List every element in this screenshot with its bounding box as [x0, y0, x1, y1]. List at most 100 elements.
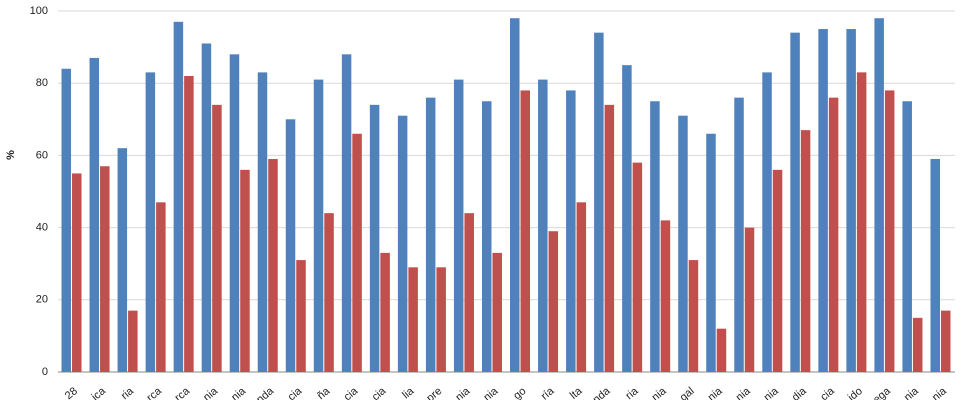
y-tick-label: 80	[36, 77, 48, 89]
x-tick-label: ña	[315, 385, 333, 400]
bar	[61, 68, 72, 372]
x-tick-label: ega	[871, 385, 893, 400]
bar	[481, 101, 492, 372]
y-tick-label: 20	[36, 294, 48, 306]
bar	[800, 130, 811, 372]
x-tick-label: gal	[678, 385, 697, 400]
x-tick-label: nia	[902, 385, 922, 400]
bar	[145, 72, 156, 373]
x-tick-label: lia	[400, 385, 417, 400]
bar	[173, 21, 184, 373]
bar	[594, 32, 604, 372]
bar	[874, 18, 884, 372]
bar	[425, 97, 436, 372]
bar	[548, 231, 559, 372]
bar	[229, 54, 240, 372]
y-tick-label: 100	[30, 5, 48, 17]
bar	[436, 267, 446, 372]
x-tick-label: cia	[286, 385, 305, 400]
y-axis-label: %	[5, 150, 17, 160]
bar	[117, 148, 128, 372]
bar	[734, 97, 744, 372]
bar	[884, 90, 895, 373]
bar	[688, 260, 699, 372]
bar	[930, 159, 940, 372]
bar	[201, 43, 212, 373]
bar	[510, 18, 520, 372]
x-tick-label: nia	[453, 385, 473, 400]
bar	[257, 72, 268, 373]
bar	[268, 159, 278, 372]
bar	[856, 72, 867, 373]
bar	[772, 169, 783, 372]
x-tick-label: nia	[650, 385, 670, 400]
x-tick-label: nia	[762, 385, 782, 400]
bar	[902, 101, 912, 372]
bar	[744, 227, 755, 372]
bar	[212, 104, 222, 373]
x-tick-label: cia	[342, 385, 361, 400]
x-tick-label: nia	[930, 385, 950, 400]
bar	[790, 32, 800, 372]
x-tick-label: cia	[818, 385, 837, 400]
bar	[762, 72, 772, 373]
bar	[128, 310, 138, 372]
bar	[520, 90, 531, 373]
bar	[940, 310, 951, 372]
x-tick-label: rca	[145, 385, 165, 400]
bar	[716, 328, 727, 372]
bar	[100, 166, 110, 372]
bar	[538, 79, 548, 372]
bar	[566, 90, 576, 373]
bar	[72, 173, 82, 372]
x-tick-label: ria	[119, 385, 137, 400]
x-tick-label: nia	[481, 385, 501, 400]
bar	[846, 29, 856, 373]
bar	[240, 169, 250, 372]
bar	[313, 79, 324, 372]
bar	[604, 104, 615, 373]
x-tick-label: cia	[370, 385, 389, 400]
y-tick-label: 40	[36, 222, 48, 234]
x-tick-label: lta	[568, 385, 585, 400]
x-tick-label: 28	[63, 385, 80, 400]
bar	[464, 213, 474, 372]
bar	[828, 97, 839, 372]
bar	[380, 252, 390, 372]
x-tick-label: nda	[591, 385, 613, 400]
bar	[678, 115, 688, 372]
bar	[89, 57, 100, 373]
x-tick-label: pre	[424, 385, 444, 400]
bar	[706, 133, 716, 372]
x-tick-label: nia	[734, 385, 754, 400]
bar	[324, 213, 334, 372]
bar	[397, 115, 408, 372]
x-tick-label: go	[511, 385, 528, 400]
bar	[492, 252, 502, 372]
x-tick-label: nda	[254, 385, 276, 400]
bar	[632, 162, 643, 372]
y-tick-label: 60	[36, 149, 48, 161]
bar	[296, 260, 306, 372]
y-tick-label: 0	[42, 366, 48, 378]
bar	[156, 202, 166, 372]
x-tick-label: dia	[790, 385, 810, 400]
bar	[660, 220, 671, 372]
bar	[184, 75, 194, 372]
bar	[453, 79, 464, 372]
bar	[912, 317, 923, 372]
bar	[285, 119, 296, 372]
x-tick-label: rca	[173, 385, 193, 400]
x-tick-label: ria	[623, 385, 641, 400]
bar	[352, 133, 362, 372]
x-tick-label: nia	[201, 385, 221, 400]
x-tick-label: ica	[89, 385, 108, 400]
bar	[341, 54, 352, 372]
bar	[650, 101, 660, 372]
bar	[818, 29, 828, 373]
x-tick-label: ría	[539, 385, 557, 400]
bar	[576, 202, 587, 372]
bar	[369, 104, 380, 373]
x-tick-label: nia	[706, 385, 726, 400]
